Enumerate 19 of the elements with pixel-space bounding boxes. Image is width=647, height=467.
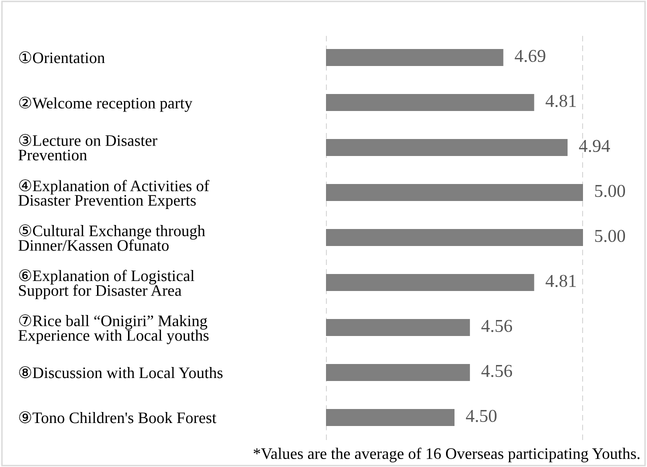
data-label: 5.00: [595, 184, 626, 198]
data-label: 4.50: [466, 410, 497, 422]
text: *Values are the average of 16 Overseas participating Youths.: [254, 448, 640, 462]
y-tick-label: ②Welcome reception party: [19, 96, 192, 112]
data-label: 4.69: [514, 50, 546, 62]
data-label: 4.94: [579, 140, 610, 152]
y-tick-label: ①Orientation: [19, 51, 105, 64]
data-label: 5.00: [595, 230, 626, 242]
y-tick-label: ③Lecture on Disaster Prevention: [18, 134, 158, 160]
data-label: 4.56: [481, 364, 512, 378]
data-label: 4.81: [546, 274, 576, 288]
y-tick-label: ⑧Discussion with Local Youths: [19, 366, 223, 378]
y-tick-label: ⑦Rice ball “Onigiri” Making Experience with Local youths: [18, 314, 209, 344]
y-tick-label: ⑤Cultural Exchange through Dinner/Kassen Ofunato: [18, 224, 206, 251]
data-label: 4.56: [481, 320, 512, 332]
y-tick-label: ⑥Explanation of Logistical Support for Disaster Area: [19, 269, 194, 300]
y-tick-label: ④Explanation of Activities of Disaster Prevention Experts: [18, 179, 210, 210]
y-tick-label: ⑨Tono Children's Book Forest: [19, 411, 216, 424]
data-label: 4.81: [546, 94, 576, 108]
